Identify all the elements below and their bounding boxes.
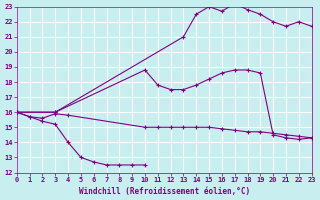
X-axis label: Windchill (Refroidissement éolien,°C): Windchill (Refroidissement éolien,°C) bbox=[79, 187, 250, 196]
